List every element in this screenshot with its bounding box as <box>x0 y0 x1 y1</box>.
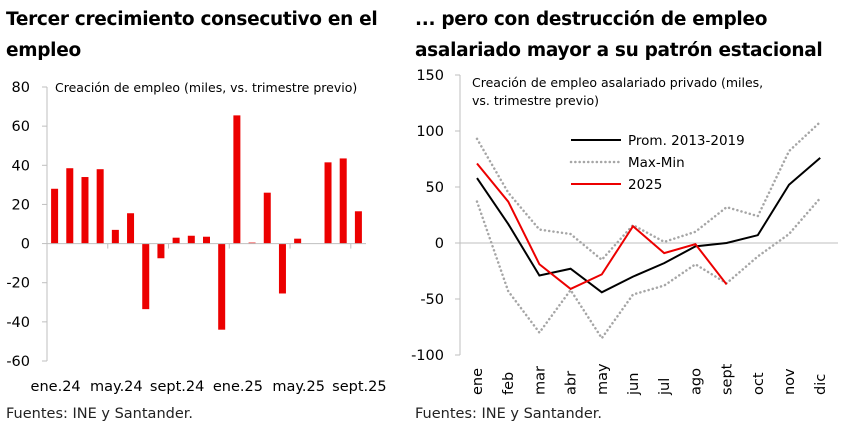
bar-feb.24 <box>66 168 74 244</box>
right-x-tick-label: nov <box>782 368 798 395</box>
left-bar-chart: 80 60 40 20 0 -20 -40 -60 ene.24 may.24 sept.24 en… <box>6 80 386 395</box>
left-y-tick-label: 40 <box>12 158 30 174</box>
legend-label: Max-Min <box>628 155 685 171</box>
bar-ago.24 <box>157 243 165 259</box>
series-2025 <box>476 162 728 291</box>
right-x-tick-label: ene <box>470 368 486 395</box>
bar-ene.25 <box>233 115 241 244</box>
right-y-tick-label: -50 <box>420 292 444 308</box>
left-x-tick-label: sept.25 <box>332 379 386 395</box>
right-x-tick-label: jul <box>657 378 673 396</box>
series-max-min-max <box>475 120 822 262</box>
legend: Prom. 2013-2019 Max-Min 2025 <box>569 133 745 193</box>
series-max-min-min <box>475 196 822 341</box>
left-y-tick-label: -40 <box>6 315 30 331</box>
right-chart-annotation-line1: Creación de empleo asalariado privado (m… <box>472 75 763 90</box>
right-chart-title: ... pero con destrucción de empleo asala… <box>415 9 823 61</box>
bar-ene.24 <box>51 188 59 244</box>
right-source-note: Fuentes: INE y Santander. <box>415 406 602 422</box>
right-x-tick-label: dic <box>813 374 829 395</box>
right-x-tick-label: ago <box>688 368 704 395</box>
right-y-tick-label: -100 <box>411 348 444 364</box>
bar-jul.25 <box>324 162 332 244</box>
legend-label: Prom. 2013-2019 <box>628 133 745 149</box>
right-y-tick-label: 0 <box>435 236 444 252</box>
left-source-note: Fuentes: INE y Santander. <box>6 406 193 422</box>
bar-ago.25 <box>339 158 347 244</box>
left-y-tick-label: 80 <box>12 80 30 96</box>
bar-abr.24 <box>96 169 104 244</box>
left-y-tick-label: 20 <box>12 197 30 213</box>
right-x-tick-label: oct <box>751 372 767 395</box>
bar-mar.25 <box>263 192 271 244</box>
right-line-chart: 150 100 50 0 -50 -100 ene feb mar abr may jun jul ag… <box>411 68 838 396</box>
left-x-tick-label: ene.24 <box>31 379 81 395</box>
bar-sept.25 <box>354 211 362 244</box>
bar-may.24 <box>111 229 119 244</box>
right-x-tick-label: mar <box>532 366 548 395</box>
right-y-tick-label: 100 <box>416 124 444 140</box>
right-x-tick-label: feb <box>501 372 517 395</box>
legend-label: 2025 <box>628 177 662 193</box>
right-x-tick-label: abr <box>564 371 580 395</box>
right-x-tick-label: may <box>595 363 611 395</box>
bar-abr.25 <box>278 243 286 294</box>
bar-dic.24 <box>218 243 226 330</box>
right-y-tick-label: 50 <box>426 180 444 196</box>
left-y-tick-label: 0 <box>21 237 30 253</box>
bar-sept.24 <box>172 237 180 244</box>
right-chart-annotation-line2: vs. trimestre previo) <box>472 93 599 108</box>
left-y-tick-label: 60 <box>12 119 30 135</box>
bar-nov.24 <box>203 236 210 244</box>
bar-may.25 <box>294 238 302 244</box>
left-x-tick-label: ene.25 <box>213 379 263 395</box>
bar-jun.24 <box>127 213 135 244</box>
bar-oct.24 <box>187 235 195 244</box>
right-x-tick-label: sept <box>720 363 736 395</box>
left-y-tick-label: -60 <box>6 354 30 370</box>
left-chart-annotation: Creación de empleo (miles, vs. trimestre… <box>55 80 357 95</box>
right-x-tick-label: jun <box>626 373 642 396</box>
left-y-tick-label: -20 <box>6 276 30 292</box>
left-chart-title: Tercer crecimiento consecutivo en el emp… <box>6 9 378 61</box>
right-y-tick-label: 150 <box>416 68 444 84</box>
left-x-tick-label: sept.24 <box>150 379 204 395</box>
bar-mar.24 <box>81 177 89 244</box>
bar-jul.24 <box>142 243 150 310</box>
series-prom-2013-2019 <box>476 157 821 294</box>
left-x-tick-label: may.24 <box>90 379 143 395</box>
left-x-tick-label: may.25 <box>272 379 325 395</box>
